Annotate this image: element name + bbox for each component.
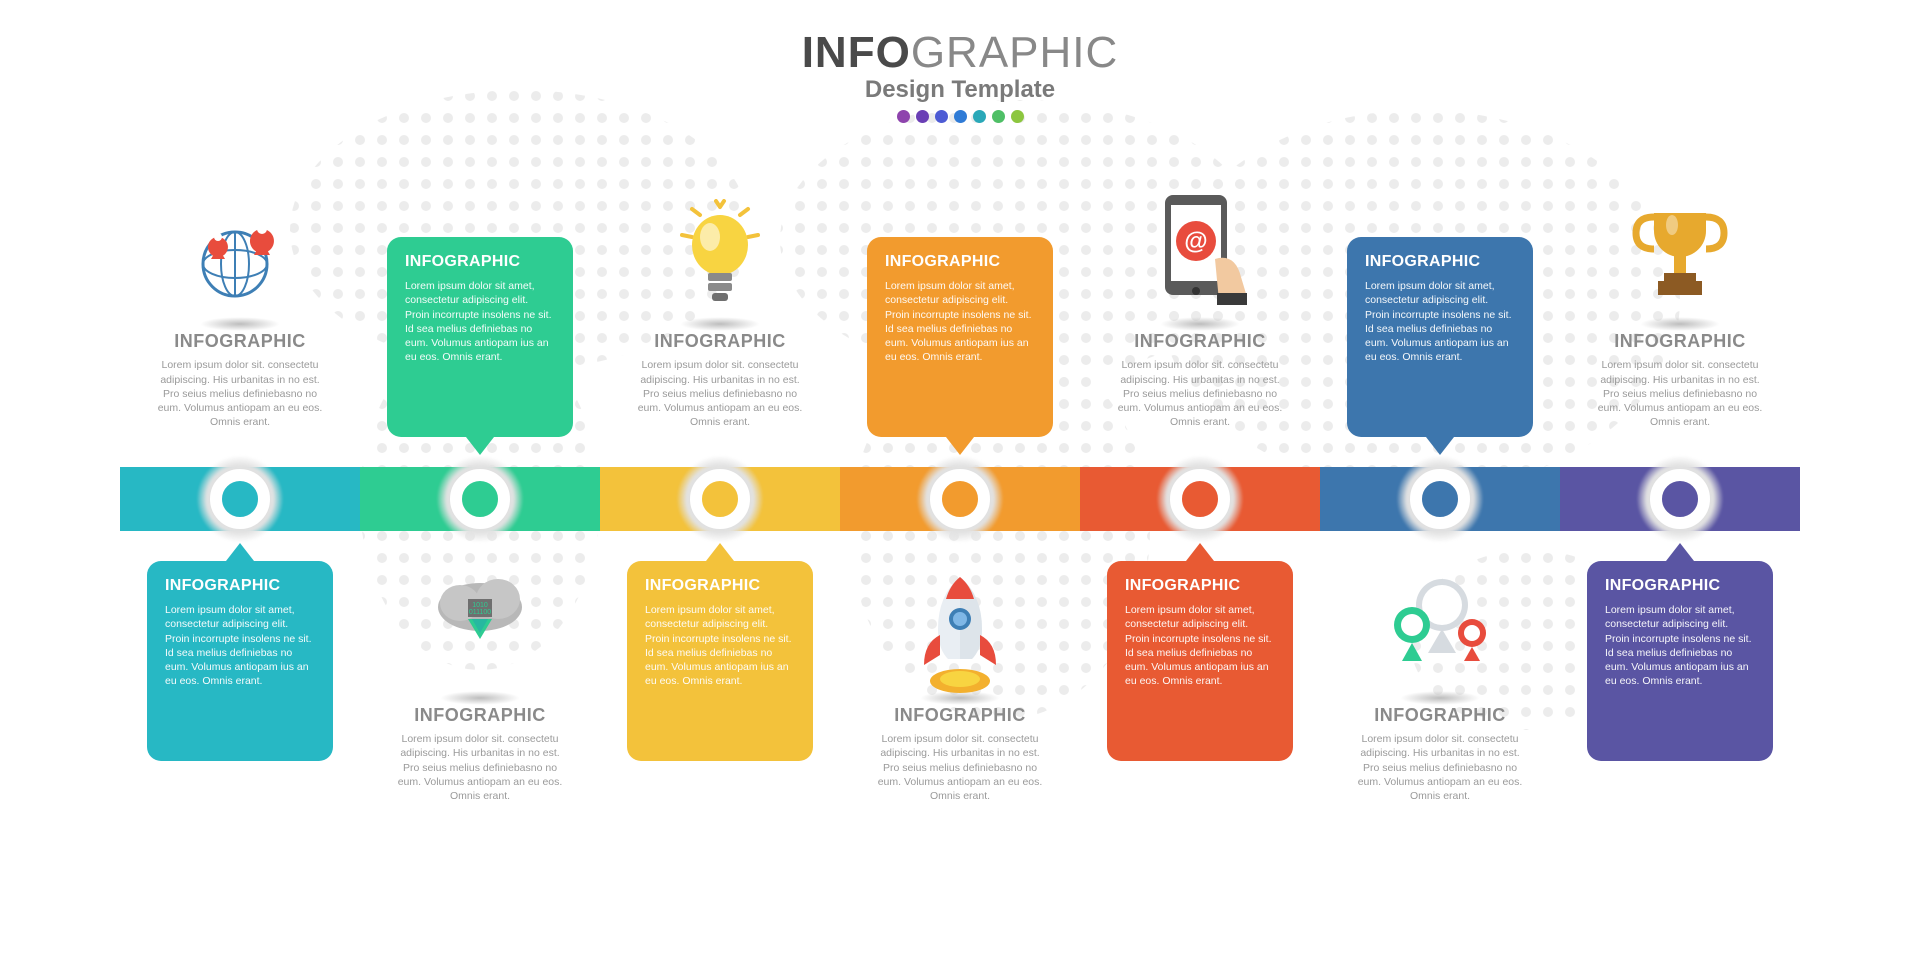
- accent-dot: [973, 110, 986, 123]
- info-card: INFOGRAPHIC Lorem ipsum dolor sit amet, c…: [387, 237, 573, 437]
- timeline-bar: [120, 467, 1800, 531]
- info-card: INFOGRAPHIC Lorem ipsum dolor sit amet, c…: [1347, 237, 1533, 437]
- timeline-ring: [437, 456, 523, 542]
- timeline-ring: [917, 456, 1003, 542]
- card-heading: INFOGRAPHIC: [885, 253, 1035, 271]
- accent-dot: [916, 110, 929, 123]
- trophy-icon: [1587, 199, 1773, 309]
- accent-dot: [954, 110, 967, 123]
- timeline-ring: [1397, 456, 1483, 542]
- timeline-segment: [1560, 467, 1800, 531]
- icon-heading: INFOGRAPHIC: [1587, 331, 1773, 352]
- info-card: INFOGRAPHIC Lorem ipsum dolor sit amet, c…: [627, 561, 813, 761]
- icon-body: Lorem ipsum dolor sit. consectetu adipis…: [1347, 732, 1533, 803]
- tablet-at-icon: @: [1107, 199, 1293, 309]
- timeline-ring: [197, 456, 283, 542]
- icon-shadow: [440, 691, 520, 705]
- card-body: Lorem ipsum dolor sit amet, consectetur …: [405, 279, 555, 364]
- timeline-ring: [1157, 456, 1243, 542]
- svg-text:011100: 011100: [469, 609, 491, 616]
- timeline-segment: [1080, 467, 1320, 531]
- accent-dot: [897, 110, 910, 123]
- svg-text:@: @: [1184, 228, 1207, 255]
- title-light: GRAPHIC: [911, 28, 1118, 77]
- card-heading: INFOGRAPHIC: [165, 577, 315, 595]
- main-title: INFOGRAPHIC: [0, 28, 1920, 78]
- lightbulb-icon: [627, 199, 813, 309]
- icon-shadow: [1400, 691, 1480, 705]
- icon-heading: INFOGRAPHIC: [867, 705, 1053, 726]
- info-icon-column: INFOGRAPHIC Lorem ipsum dolor sit. consec…: [147, 199, 333, 429]
- rocket-icon: [867, 569, 1053, 679]
- card-heading: INFOGRAPHIC: [1605, 577, 1755, 595]
- icon-body: Lorem ipsum dolor sit. consectetu adipis…: [1587, 358, 1773, 429]
- icon-heading: INFOGRAPHIC: [387, 705, 573, 726]
- title-bold: INFO: [802, 28, 911, 77]
- card-body: Lorem ipsum dolor sit amet, consectetur …: [1125, 603, 1275, 688]
- timeline-ring: [1637, 456, 1723, 542]
- map-pins-icon: [1347, 569, 1533, 679]
- icon-shadow: [200, 317, 280, 331]
- card-body: Lorem ipsum dolor sit amet, consectetur …: [1365, 279, 1515, 364]
- card-body: Lorem ipsum dolor sit amet, consectetur …: [165, 603, 315, 688]
- card-body: Lorem ipsum dolor sit amet, consectetur …: [645, 603, 795, 688]
- info-card: INFOGRAPHIC Lorem ipsum dolor sit amet, c…: [1587, 561, 1773, 761]
- icon-shadow: [1640, 317, 1720, 331]
- timeline-ring: [677, 456, 763, 542]
- icon-shadow: [680, 317, 760, 331]
- info-icon-column: INFOGRAPHIC Lorem ipsum dolor sit. consec…: [1587, 199, 1773, 429]
- accent-dot: [935, 110, 948, 123]
- cloud-download-icon: 1010011100: [387, 569, 573, 679]
- card-heading: INFOGRAPHIC: [1125, 577, 1275, 595]
- info-icon-column: @ INFOGRAPHIC Lorem ipsum dolor sit. conse…: [1107, 199, 1293, 429]
- icon-heading: INFOGRAPHIC: [147, 331, 333, 352]
- icon-body: Lorem ipsum dolor sit. consectetu adipis…: [1107, 358, 1293, 429]
- info-card: INFOGRAPHIC Lorem ipsum dolor sit amet, c…: [867, 237, 1053, 437]
- accent-dot: [1011, 110, 1024, 123]
- card-body: Lorem ipsum dolor sit amet, consectetur …: [885, 279, 1035, 364]
- icon-body: Lorem ipsum dolor sit. consectetu adipis…: [867, 732, 1053, 803]
- globe-pins-icon: [147, 199, 333, 309]
- info-card: INFOGRAPHIC Lorem ipsum dolor sit amet, c…: [1107, 561, 1293, 761]
- accent-dots-row: [0, 110, 1920, 123]
- card-body: Lorem ipsum dolor sit amet, consectetur …: [1605, 603, 1755, 688]
- subtitle: Design Template: [0, 76, 1920, 104]
- timeline-segment: [360, 467, 600, 531]
- info-icon-column: INFOGRAPHIC Lorem ipsum dolor sit. consec…: [867, 569, 1053, 803]
- header: INFOGRAPHIC Design Template: [0, 0, 1920, 123]
- timeline-segment: [840, 467, 1080, 531]
- timeline-segment: [1320, 467, 1560, 531]
- card-heading: INFOGRAPHIC: [1365, 253, 1515, 271]
- icon-body: Lorem ipsum dolor sit. consectetu adipis…: [627, 358, 813, 429]
- card-heading: INFOGRAPHIC: [645, 577, 795, 595]
- svg-text:1010: 1010: [472, 602, 488, 609]
- icon-body: Lorem ipsum dolor sit. consectetu adipis…: [147, 358, 333, 429]
- icon-heading: INFOGRAPHIC: [627, 331, 813, 352]
- accent-dot: [992, 110, 1005, 123]
- icon-shadow: [1160, 317, 1240, 331]
- card-heading: INFOGRAPHIC: [405, 253, 555, 271]
- icon-body: Lorem ipsum dolor sit. consectetu adipis…: [387, 732, 573, 803]
- timeline-segment: [120, 467, 360, 531]
- info-icon-column: INFOGRAPHIC Lorem ipsum dolor sit. consec…: [627, 199, 813, 429]
- timeline-segment: [600, 467, 840, 531]
- icon-heading: INFOGRAPHIC: [1347, 705, 1533, 726]
- info-icon-column: INFOGRAPHIC Lorem ipsum dolor sit. consec…: [1347, 569, 1533, 803]
- info-icon-column: 1010011100 INFOGRAPHIC Lorem ipsum dolor s…: [387, 569, 573, 803]
- info-card: INFOGRAPHIC Lorem ipsum dolor sit amet, c…: [147, 561, 333, 761]
- icon-heading: INFOGRAPHIC: [1107, 331, 1293, 352]
